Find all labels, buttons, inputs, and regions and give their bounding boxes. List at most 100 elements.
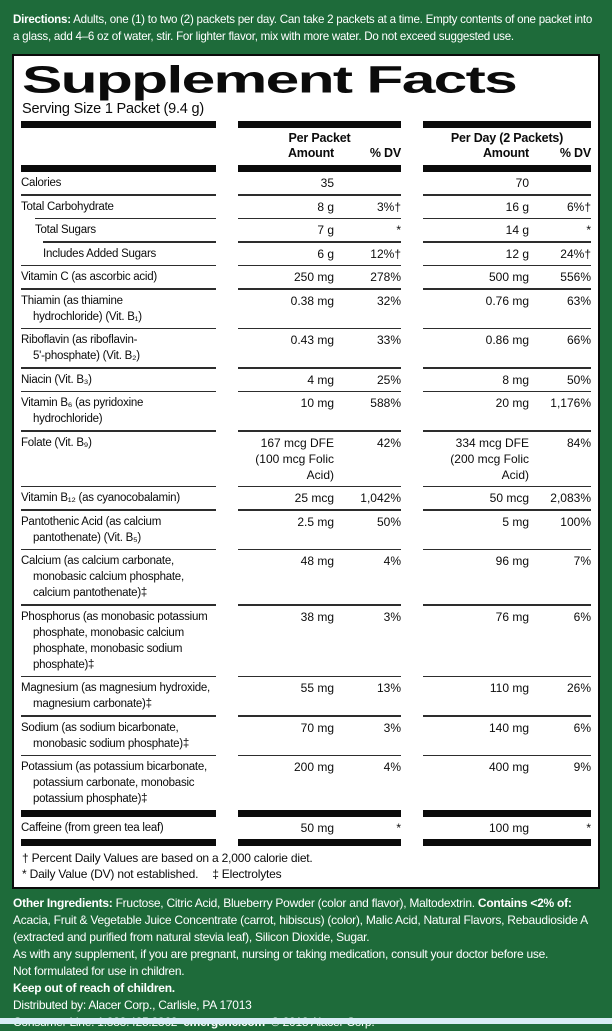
per-day-amount: 20 mg [495,396,529,410]
per-day-amount: 50 mcg [489,491,529,505]
bar-segment [238,839,401,846]
per-packet-dv: 588% [370,396,401,410]
supplement-facts-panel: Supplement Facts Serving Size 1 Packet (… [12,54,600,889]
per-packet-amount: 7 g [317,223,334,237]
per-day-amount: 96 mg [495,554,529,568]
per-packet-amount: 0.38 mg [290,293,334,308]
per-packet-amount: 167 mcg DFE (100 mcg Folic Acid) [255,435,334,482]
per-day-dv: 7% [573,554,591,568]
separator-segment [423,675,591,677]
directions-text: Adults, one (1) to two (2) packets per d… [13,13,593,43]
separator-segment [21,604,216,606]
separator-segment [21,754,216,756]
per-packet-amount: 38 mg [300,609,334,624]
row-label: Vitamin B₆ (as pyridoxine hydrochloride) [21,397,144,425]
nutrient-row: Includes Added Sugars 6 g 12%† 12 g 24%† [21,243,592,265]
per-packet-header-group: Per Packet Amount % DV [238,131,401,161]
nutrient-row: Total Sugars 7 g * 14 g * [21,219,592,241]
separator-segment [423,548,591,550]
per-packet-header: Per Packet [288,131,351,145]
row-label: Sodium (as sodium bicarbonate, monobasic… [21,721,190,750]
nutrient-row: Vitamin B₁₂ (as cyanocobalamin) 25 mcg 1,0… [21,487,592,509]
nutrient-row: Sodium (as sodium bicarbonate, monobasic… [21,717,592,755]
bar-segment [238,165,401,172]
separator-segment [238,194,401,196]
per-packet-dv: 32% [376,293,401,308]
per-packet-amount: 35 [320,176,334,190]
row-label: Calories [21,177,62,189]
per-day-header: Per Day (2 Packets) [450,131,564,145]
row-label: Vitamin B₁₂ (as cyanocobalamin) [21,492,180,504]
separator-segment [238,217,401,219]
per-packet-amount: 25 mcg [294,491,334,505]
separator-segment [238,288,401,290]
divider-bar-under-headers [21,165,592,172]
per-packet-dv: 4% [383,760,401,774]
per-day-dv: 84% [566,435,591,450]
per-packet-dv: 50% [376,514,401,529]
separator-segment [21,264,216,266]
separator-segment [21,194,216,196]
bar-segment [21,121,216,128]
nutrient-row: Vitamin B₆ (as pyridoxine hydrochloride)… [21,392,592,430]
per-day-amount: 0.76 mg [485,293,529,308]
separator-segment [21,390,216,392]
separator-segment [21,327,216,329]
row-label: Riboflavin (as riboflavin- 5'-phosphate)… [21,334,140,362]
separator-segment [423,367,591,369]
footnote-dv-not-established: * Daily Value (DV) not established. [22,867,199,881]
nutrient-row: Total Carbohydrate 8 g 3%† 16 g 6%† [21,196,592,218]
row-separator [21,675,592,677]
per-packet-dv: 3% [383,609,401,624]
per-day-dv: 2,083% [550,491,591,505]
separator-segment [423,327,591,329]
per-day-dv: 6% [573,609,591,624]
row-separator [21,390,592,392]
row-separator [21,485,592,487]
bar-segment [423,121,591,128]
row-label: Phosphorus (as monobasic potassium phosp… [21,610,208,671]
nutrient-rows: Calories 35 70 Total Carbohydrate 8 g 3%† 16 g… [21,172,592,810]
separator-segment [423,430,591,432]
other-ingredients-label: Other Ingredients: [13,896,113,910]
row-label: Magnesium (as magnesium hydroxide, magne… [21,682,211,710]
row-separator [21,264,592,266]
separator-segment [423,264,591,266]
nutrient-row: Magnesium (as magnesium hydroxide, magne… [21,677,592,715]
keep-out-warning: Keep out of reach of children. [13,981,175,995]
row-separator [21,194,592,196]
per-day-dv: 556% [560,270,591,284]
other-ingredients: Other Ingredients: Fructose, Citric Acid… [13,896,588,944]
separator-segment [21,509,216,511]
separator-segment [238,390,401,392]
separator-segment [238,367,401,369]
row-label: Total Carbohydrate [21,200,114,213]
row-label: Thiamin (as thiamine hydrochloride) (Vit… [21,294,142,323]
separator-segment [21,430,216,432]
row-label: Calcium (as calcium carbonate, monobasic… [21,555,184,599]
nutrient-row: Folate (Vit. B₉) 167 mcg DFE (100 mcg Fol… [21,432,592,486]
per-packet-amount: 70 mg [300,720,334,735]
nutrient-row: Niacin (Vit. B₃) 4 mg 25% 8 mg 50% [21,369,592,391]
per-day-dv: 6% [573,720,591,735]
row-label: Potassium (as potassium bicarbonate, pot… [21,761,207,805]
per-packet-dv: * [396,223,401,237]
per-day-amount: 12 g [505,246,529,261]
per-packet-amount: 48 mg [300,554,334,568]
row-separator [21,430,592,432]
row-separator [21,548,592,550]
serving-size: Serving Size 1 Packet (9.4 g) [22,101,204,117]
per-packet-dv: 33% [376,333,401,347]
separator-segment [238,264,401,266]
pregnancy-warning: As with any supplement, if you are pregn… [13,947,549,961]
bar-segment [423,839,591,846]
per-packet-dv: 25% [376,372,401,387]
row-label: Niacin (Vit. B₃) [21,373,92,386]
per-packet-dv: 278% [370,270,401,284]
separator-segment [43,241,216,243]
row-label: Total Sugars [35,224,96,236]
row-separator [21,288,592,290]
per-day-amount: 76 mg [495,609,529,624]
per-day-amount: 8 mg [502,372,529,387]
